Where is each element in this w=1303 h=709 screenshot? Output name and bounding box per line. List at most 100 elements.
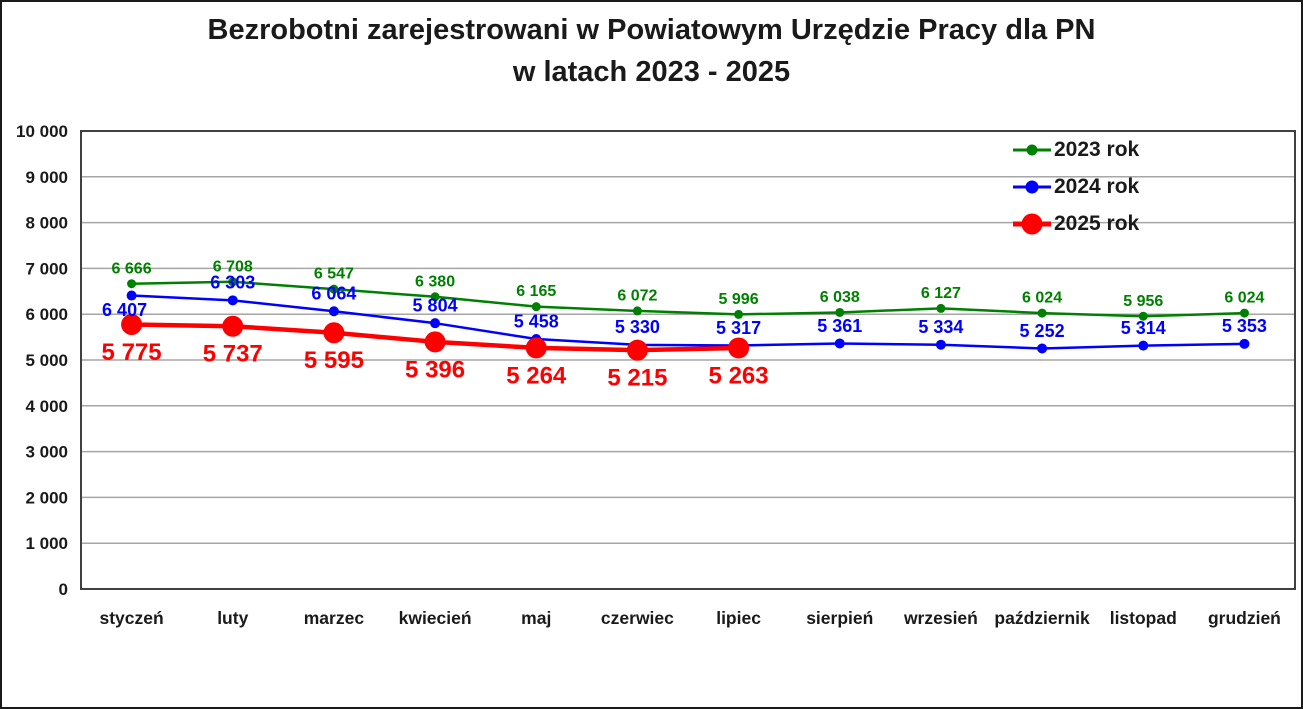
data-point bbox=[936, 303, 946, 313]
y-axis-tick-label: 1 000 bbox=[25, 534, 68, 553]
legend-marker-2025-icon bbox=[1013, 213, 1051, 234]
x-axis-category-label: styczeń bbox=[99, 608, 163, 628]
data-label-2023: 6 547 bbox=[314, 266, 354, 283]
data-label-2023: 6 666 bbox=[112, 260, 152, 277]
y-axis-tick-label: 5 000 bbox=[25, 351, 68, 370]
y-axis-tick-label: 4 000 bbox=[25, 397, 68, 416]
data-label-2024: 5 353 bbox=[1222, 316, 1267, 336]
y-axis-tick-label: 0 bbox=[59, 580, 68, 599]
data-label-2023: 5 996 bbox=[719, 291, 759, 308]
data-label-2024: 5 458 bbox=[514, 311, 559, 331]
data-point bbox=[424, 331, 446, 353]
data-label-2023: 6 127 bbox=[921, 285, 961, 302]
data-label-2023: 6 038 bbox=[820, 289, 860, 306]
data-label-2024: 5 334 bbox=[918, 317, 963, 337]
data-point bbox=[127, 279, 137, 289]
data-point bbox=[835, 307, 845, 317]
series-line-2023-rok bbox=[130, 280, 1246, 318]
chart-title-line1: Bezrobotni zarejestrowani w Powiatowym U… bbox=[207, 14, 1096, 46]
data-point bbox=[228, 277, 238, 287]
data-point bbox=[227, 295, 238, 306]
data-label-2024: 5 252 bbox=[1020, 321, 1065, 341]
y-axis-tick-label: 8 000 bbox=[25, 214, 68, 233]
data-label-2023: 5 956 bbox=[1123, 293, 1163, 310]
data-point bbox=[1138, 311, 1148, 321]
data-point bbox=[323, 322, 345, 344]
data-point bbox=[1037, 343, 1048, 354]
x-axis-category-label: czerwiec bbox=[601, 608, 674, 628]
data-point bbox=[1138, 340, 1149, 351]
chart-title: Bezrobotni zarejestrowani w Powiatowym U… bbox=[0, 9, 1303, 93]
legend-item-2024: 2024 rok bbox=[1012, 168, 1139, 205]
data-point bbox=[430, 318, 441, 329]
x-axis-category-label: luty bbox=[217, 608, 248, 628]
x-axis-category-label: grudzień bbox=[1208, 608, 1281, 628]
data-label-2024: 6 407 bbox=[102, 300, 147, 320]
data-label-2025: 5 215 bbox=[607, 365, 667, 392]
data-label-2025: 5 396 bbox=[405, 356, 465, 383]
data-label-2023: 6 380 bbox=[415, 273, 455, 290]
data-label-2024: 6 303 bbox=[210, 273, 255, 293]
data-point bbox=[328, 306, 339, 317]
x-axis-category-label: lipiec bbox=[716, 608, 761, 628]
legend-item-2023: 2023 rok bbox=[1012, 131, 1139, 168]
data-label-2024: 5 804 bbox=[413, 295, 458, 315]
y-axis-tick-label: 2 000 bbox=[25, 488, 68, 507]
data-label-2023: 6 072 bbox=[617, 288, 657, 305]
y-axis-tick-label: 7 000 bbox=[25, 259, 68, 278]
x-axis-category-label: październik bbox=[994, 608, 1090, 628]
data-label-2025: 5 775 bbox=[102, 339, 162, 366]
data-point bbox=[935, 339, 946, 350]
data-label-2025: 5 263 bbox=[709, 362, 769, 389]
y-axis-tick-label: 9 000 bbox=[25, 168, 68, 187]
data-point bbox=[734, 309, 744, 319]
legend-label-2024: 2024 rok bbox=[1054, 174, 1140, 198]
y-axis-tick-label: 6 000 bbox=[25, 305, 68, 324]
data-label-2023: 6 024 bbox=[1224, 290, 1264, 307]
data-point bbox=[1239, 338, 1250, 349]
data-label-2024: 5 314 bbox=[1121, 318, 1166, 338]
legend: 2023 rok 2024 rok 2025 rok bbox=[1012, 131, 1139, 242]
x-axis-category-label: listopad bbox=[1110, 608, 1177, 628]
x-axis-category-label: wrzesień bbox=[903, 608, 978, 628]
legend-marker-2024-icon bbox=[1013, 180, 1051, 193]
data-label-2024: 5 317 bbox=[716, 318, 761, 338]
data-label-2023: 6 024 bbox=[1022, 290, 1062, 307]
data-point bbox=[525, 337, 547, 359]
y-axis-tick-label: 10 000 bbox=[16, 122, 68, 141]
plot-border bbox=[80, 130, 1296, 590]
data-label-2025: 5 737 bbox=[203, 341, 263, 368]
data-point bbox=[121, 314, 143, 336]
data-label-2025: 5 264 bbox=[506, 362, 567, 389]
chart-title-line2: w latach 2023 - 2025 bbox=[512, 56, 791, 88]
data-point bbox=[531, 302, 541, 312]
legend-label-2023: 2023 rok bbox=[1054, 137, 1140, 161]
x-axis-category-label: sierpień bbox=[806, 608, 873, 628]
data-point bbox=[728, 337, 750, 359]
legend-label-2025: 2025 rok bbox=[1054, 211, 1140, 235]
data-point bbox=[329, 284, 339, 294]
data-point bbox=[632, 306, 642, 316]
data-point bbox=[126, 290, 137, 301]
x-axis-category-label: marzec bbox=[304, 608, 365, 628]
legend-item-2025: 2025 rok bbox=[1012, 205, 1139, 242]
data-label-2023: 6 165 bbox=[516, 283, 556, 300]
data-label-2025: 5 595 bbox=[304, 347, 364, 374]
data-label-2024: 5 330 bbox=[615, 317, 660, 337]
x-axis-category-label: kwiecień bbox=[399, 608, 472, 628]
data-point bbox=[834, 338, 845, 349]
x-axis-category-label: maj bbox=[521, 608, 551, 628]
data-point bbox=[1037, 308, 1047, 318]
data-point bbox=[222, 315, 244, 337]
data-point bbox=[430, 292, 440, 302]
data-point bbox=[626, 339, 648, 361]
y-axis-tick-label: 3 000 bbox=[25, 443, 68, 462]
data-label-2024: 5 361 bbox=[817, 316, 862, 336]
data-label-2024: 6 064 bbox=[311, 284, 356, 304]
series-line-2024-rok bbox=[130, 294, 1246, 350]
legend-marker-2023-icon bbox=[1013, 144, 1051, 155]
data-label-2023: 6 708 bbox=[213, 258, 253, 275]
data-point bbox=[1239, 308, 1249, 318]
